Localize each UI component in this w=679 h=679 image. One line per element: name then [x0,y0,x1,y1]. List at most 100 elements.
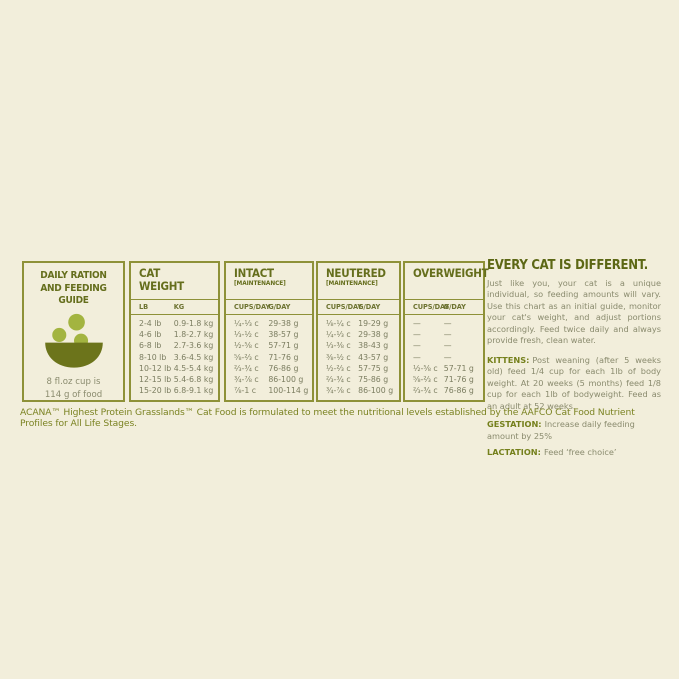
divider [131,299,218,300]
table-rows: ¼-⅓ c 29-38 g ⅓-½ c 38-57 g ½-⅝ c 57-71 g ⅝-⅔ … [226,315,312,400]
table-cell: 71-76 g [443,375,474,385]
table-rows: — — — — — — — — ½-⅝ c 57-71 g ⅝-⅔ c 71-76 g ⅔-¾ c 76-… [405,315,483,400]
divider [405,314,483,315]
table-cell: 1.8-2.7 kg [173,330,214,340]
table-row: ½-⅔ c 57-75 g [326,365,399,373]
table-row: ⅓-⅜ c 38-43 g [326,342,399,350]
table-row: ⅞-1 c 100-114 g [234,387,312,395]
table-cell: 57-75 g [358,363,389,373]
table-row: ½-⅝ c 57-71 g [413,365,483,373]
table-cell: — [443,330,452,340]
subheader-kg: KG [173,303,185,311]
table-row: ⅝-⅔ c 71-76 g [413,376,483,384]
table-row: — — [413,318,483,328]
table-cell: ⅝-⅔ c [234,352,259,362]
divider [131,314,218,315]
table-cell: 71-76 g [268,352,299,362]
table-cell: — [413,318,421,328]
table-cell: 57-71 g [268,341,299,351]
divider [226,314,312,315]
table-cell: 5.4-6.8 kg [173,375,214,385]
table-cell: 75-86 g [358,375,389,385]
column-subtitle: [MAINTENANCE] [326,280,378,288]
guide-box-title: DAILY RATION AND FEEDING GUIDE [40,270,107,306]
table-row: — — [413,352,483,362]
table-cell: — [443,318,452,328]
divider [318,314,399,315]
lactation-text: Feed ‘free choice’ [543,447,617,458]
table-row: ⅔-¾ c 76-86 g [234,365,312,373]
table-cell: ½-⅝ c [413,363,438,373]
table-cell: 6-8 lb [139,341,162,351]
table-cell: ⅓-⅜ c [326,341,351,351]
subheader-g-day: G/DAY [443,303,466,311]
table-cell: ⅔-¾ c [413,386,438,396]
aafco-statement: ACANA™ Highest Protein Grasslands™ Cat F… [20,407,635,429]
column-subheaders: CUPS/DAY G/DAY [318,300,399,314]
table-cell: 2.7-3.6 kg [173,341,214,351]
column-subheaders: CUPS/DAY G/DAY [405,300,483,314]
table-cell: ⅞-1 c [234,386,257,396]
kittens-text: Post weaning (after 5 weeks old) feed 1/… [487,354,661,411]
table-row: ⅔-¾ c 75-86 g [326,376,399,384]
table-row: — — [413,342,483,350]
column-subheaders: CUPS/DAY G/DAY [226,300,312,314]
table-cell: — [413,352,421,362]
table-row: 2-4 lb 0.9-1.8 kg [139,318,218,328]
table-column-neutered: NEUTERED [MAINTENANCE] CUPS/DAY G/DAY ⅛-… [316,261,401,402]
table-cell: 15-20 lb [139,386,172,396]
subheader-cups-day: CUPS/DAY [326,303,363,311]
kittens-paragraph: KITTENS: Post weaning (after 5 weeks old)… [487,355,661,412]
table-cell: 76-86 g [268,363,299,373]
table-cell: — [443,341,452,351]
table-cell: ¾-⅞ c [326,386,351,396]
bowl-with-kibble-icon [42,312,106,372]
table-cell: 12-15 lb [139,375,172,385]
divider [226,299,312,300]
table-row: ⅔-¾ c 76-86 g [413,387,483,395]
table-row: ¾-⅞ c 86-100 g [326,387,399,395]
column-title: OVERWEIGHT [413,266,489,280]
table-row: 12-15 lb 5.4-6.8 kg [139,376,218,384]
table-cell: ⅛-¼ c [326,318,351,328]
table-cell: 0.9-1.8 kg [173,318,214,328]
table-cell: 10-12 lb [139,363,172,373]
table-cell: 8-10 lb [139,352,167,362]
table-cell: 29-38 g [268,318,299,328]
table-cell: 57-71 g [443,363,474,373]
table-cell: — [413,330,421,340]
table-cell: 38-57 g [268,330,299,340]
subheader-g-day: G/DAY [358,303,381,311]
column-header: INTACT [MAINTENANCE] [226,263,312,299]
info-heading: EVERY CAT IS DIFFERENT. [487,258,648,273]
table-column-intact: INTACT [MAINTENANCE] CUPS/DAY G/DAY ¼-⅓ … [224,261,314,402]
table-cell: 38-43 g [358,341,389,351]
table-row: ¼-⅓ c 29-38 g [326,331,399,339]
lactation-label: LACTATION: [487,447,541,458]
table-row: 10-12 lb 4.5-5.4 kg [139,365,218,373]
table-cell: 100-114 g [268,386,309,396]
table-cell: ¾-⅞ c [234,375,259,385]
subheader-lb: LB [139,303,149,311]
column-subheaders: LB KG [131,300,218,314]
column-subtitle: [MAINTENANCE] [234,280,286,288]
table-cell: 4.5-5.4 kg [173,363,214,373]
info-block: EVERY CAT IS DIFFERENT. Just like you, y… [487,258,661,459]
table-cell: 6.8-9.1 kg [173,386,214,396]
table-row: 15-20 lb 6.8-9.1 kg [139,387,218,395]
table-column-cat-weight: CAT WEIGHT LB KG 2-4 lb 0.9-1.8 kg 4-6 lb 1… [129,261,220,402]
table-cell: ¼-⅓ c [234,318,259,328]
table-cell: ⅓-½ c [234,330,259,340]
table-cell: — [413,341,421,351]
column-header: OVERWEIGHT [405,263,489,299]
table-cell: 2-4 lb [139,318,162,328]
table-cell: 86-100 g [358,386,394,396]
table-row: 6-8 lb 2.7-3.6 kg [139,342,218,350]
table-row: 8-10 lb 3.6-4.5 kg [139,352,218,362]
table-row: ⅛-¼ c 19-29 g [326,318,399,328]
column-title: CAT WEIGHT [139,266,184,294]
info-intro-paragraph: Just like you, your cat is a unique indi… [487,278,661,346]
table-cell: 3.6-4.5 kg [173,352,214,362]
table-cell: 76-86 g [443,386,474,396]
